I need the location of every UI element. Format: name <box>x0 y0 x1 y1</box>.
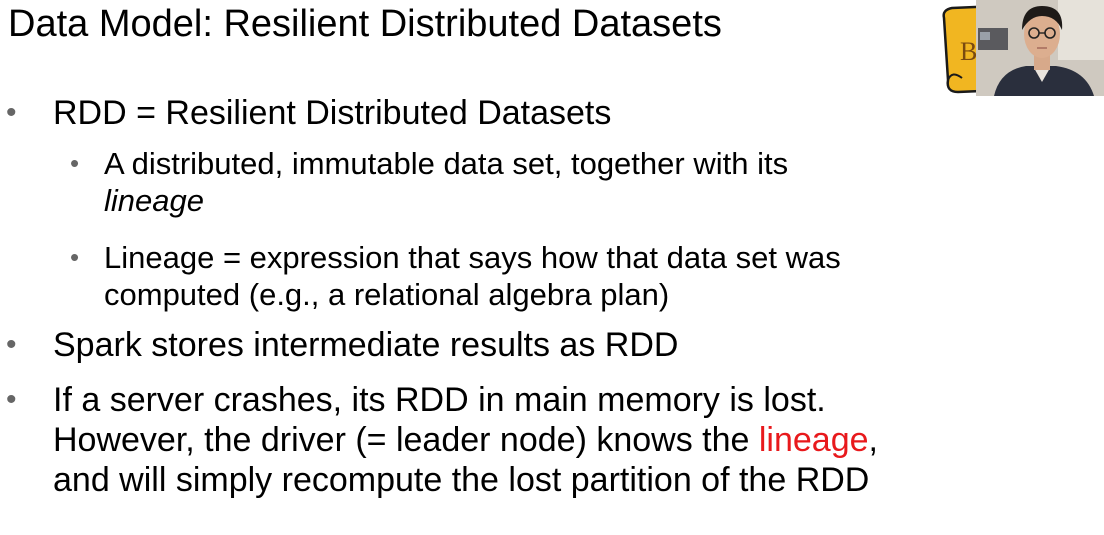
sub-bullet-text-line2: computed (e.g., a relational algebra pla… <box>104 277 670 312</box>
sub-bullet-distributed: • A distributed, immutable data set, tog… <box>0 145 1104 219</box>
lineage-italic: lineage <box>104 183 204 218</box>
bullet-spark: • Spark stores intermediate results as R… <box>0 325 1104 365</box>
bullet-marker: • <box>6 96 17 129</box>
sub-bullet-text-line1: Lineage = expression that says how that … <box>104 240 841 275</box>
bullet-text: RDD = Resilient Distributed Datasets <box>53 94 612 132</box>
sub-bullet-marker: • <box>70 242 80 272</box>
logo-letter: B <box>960 37 977 66</box>
slide-title: Data Model: Resilient Distributed Datase… <box>8 3 722 45</box>
bullet-list: • RDD = Resilient Distributed Datasets •… <box>0 93 1104 500</box>
presenter-video-icon: B <box>938 0 1104 96</box>
sub-bullet-marker: • <box>70 148 80 178</box>
bullet-marker: • <box>6 328 17 361</box>
lineage-highlight: lineage <box>758 421 869 459</box>
bullet-text-line3: and will simply recompute the lost parti… <box>53 461 870 499</box>
bullet-text-line1: If a server crashes, its RDD in main mem… <box>53 381 826 419</box>
webcam-overlay: B <box>938 0 1104 96</box>
bullet-marker: • <box>6 383 17 416</box>
bullet-text-line2-pre: However, the driver (= leader node) know… <box>53 421 759 459</box>
sub-bullet-lineage: • Lineage = expression that says how tha… <box>0 239 1104 313</box>
bullet-server-crash: • If a server crashes, its RDD in main m… <box>0 380 1104 500</box>
bullet-text: Spark stores intermediate results as RDD <box>53 326 679 364</box>
bullet-rdd: • RDD = Resilient Distributed Datasets <box>0 93 1104 133</box>
sub-bullet-text: A distributed, immutable data set, toget… <box>104 146 789 181</box>
bullet-text-line2-post: , <box>868 421 878 459</box>
